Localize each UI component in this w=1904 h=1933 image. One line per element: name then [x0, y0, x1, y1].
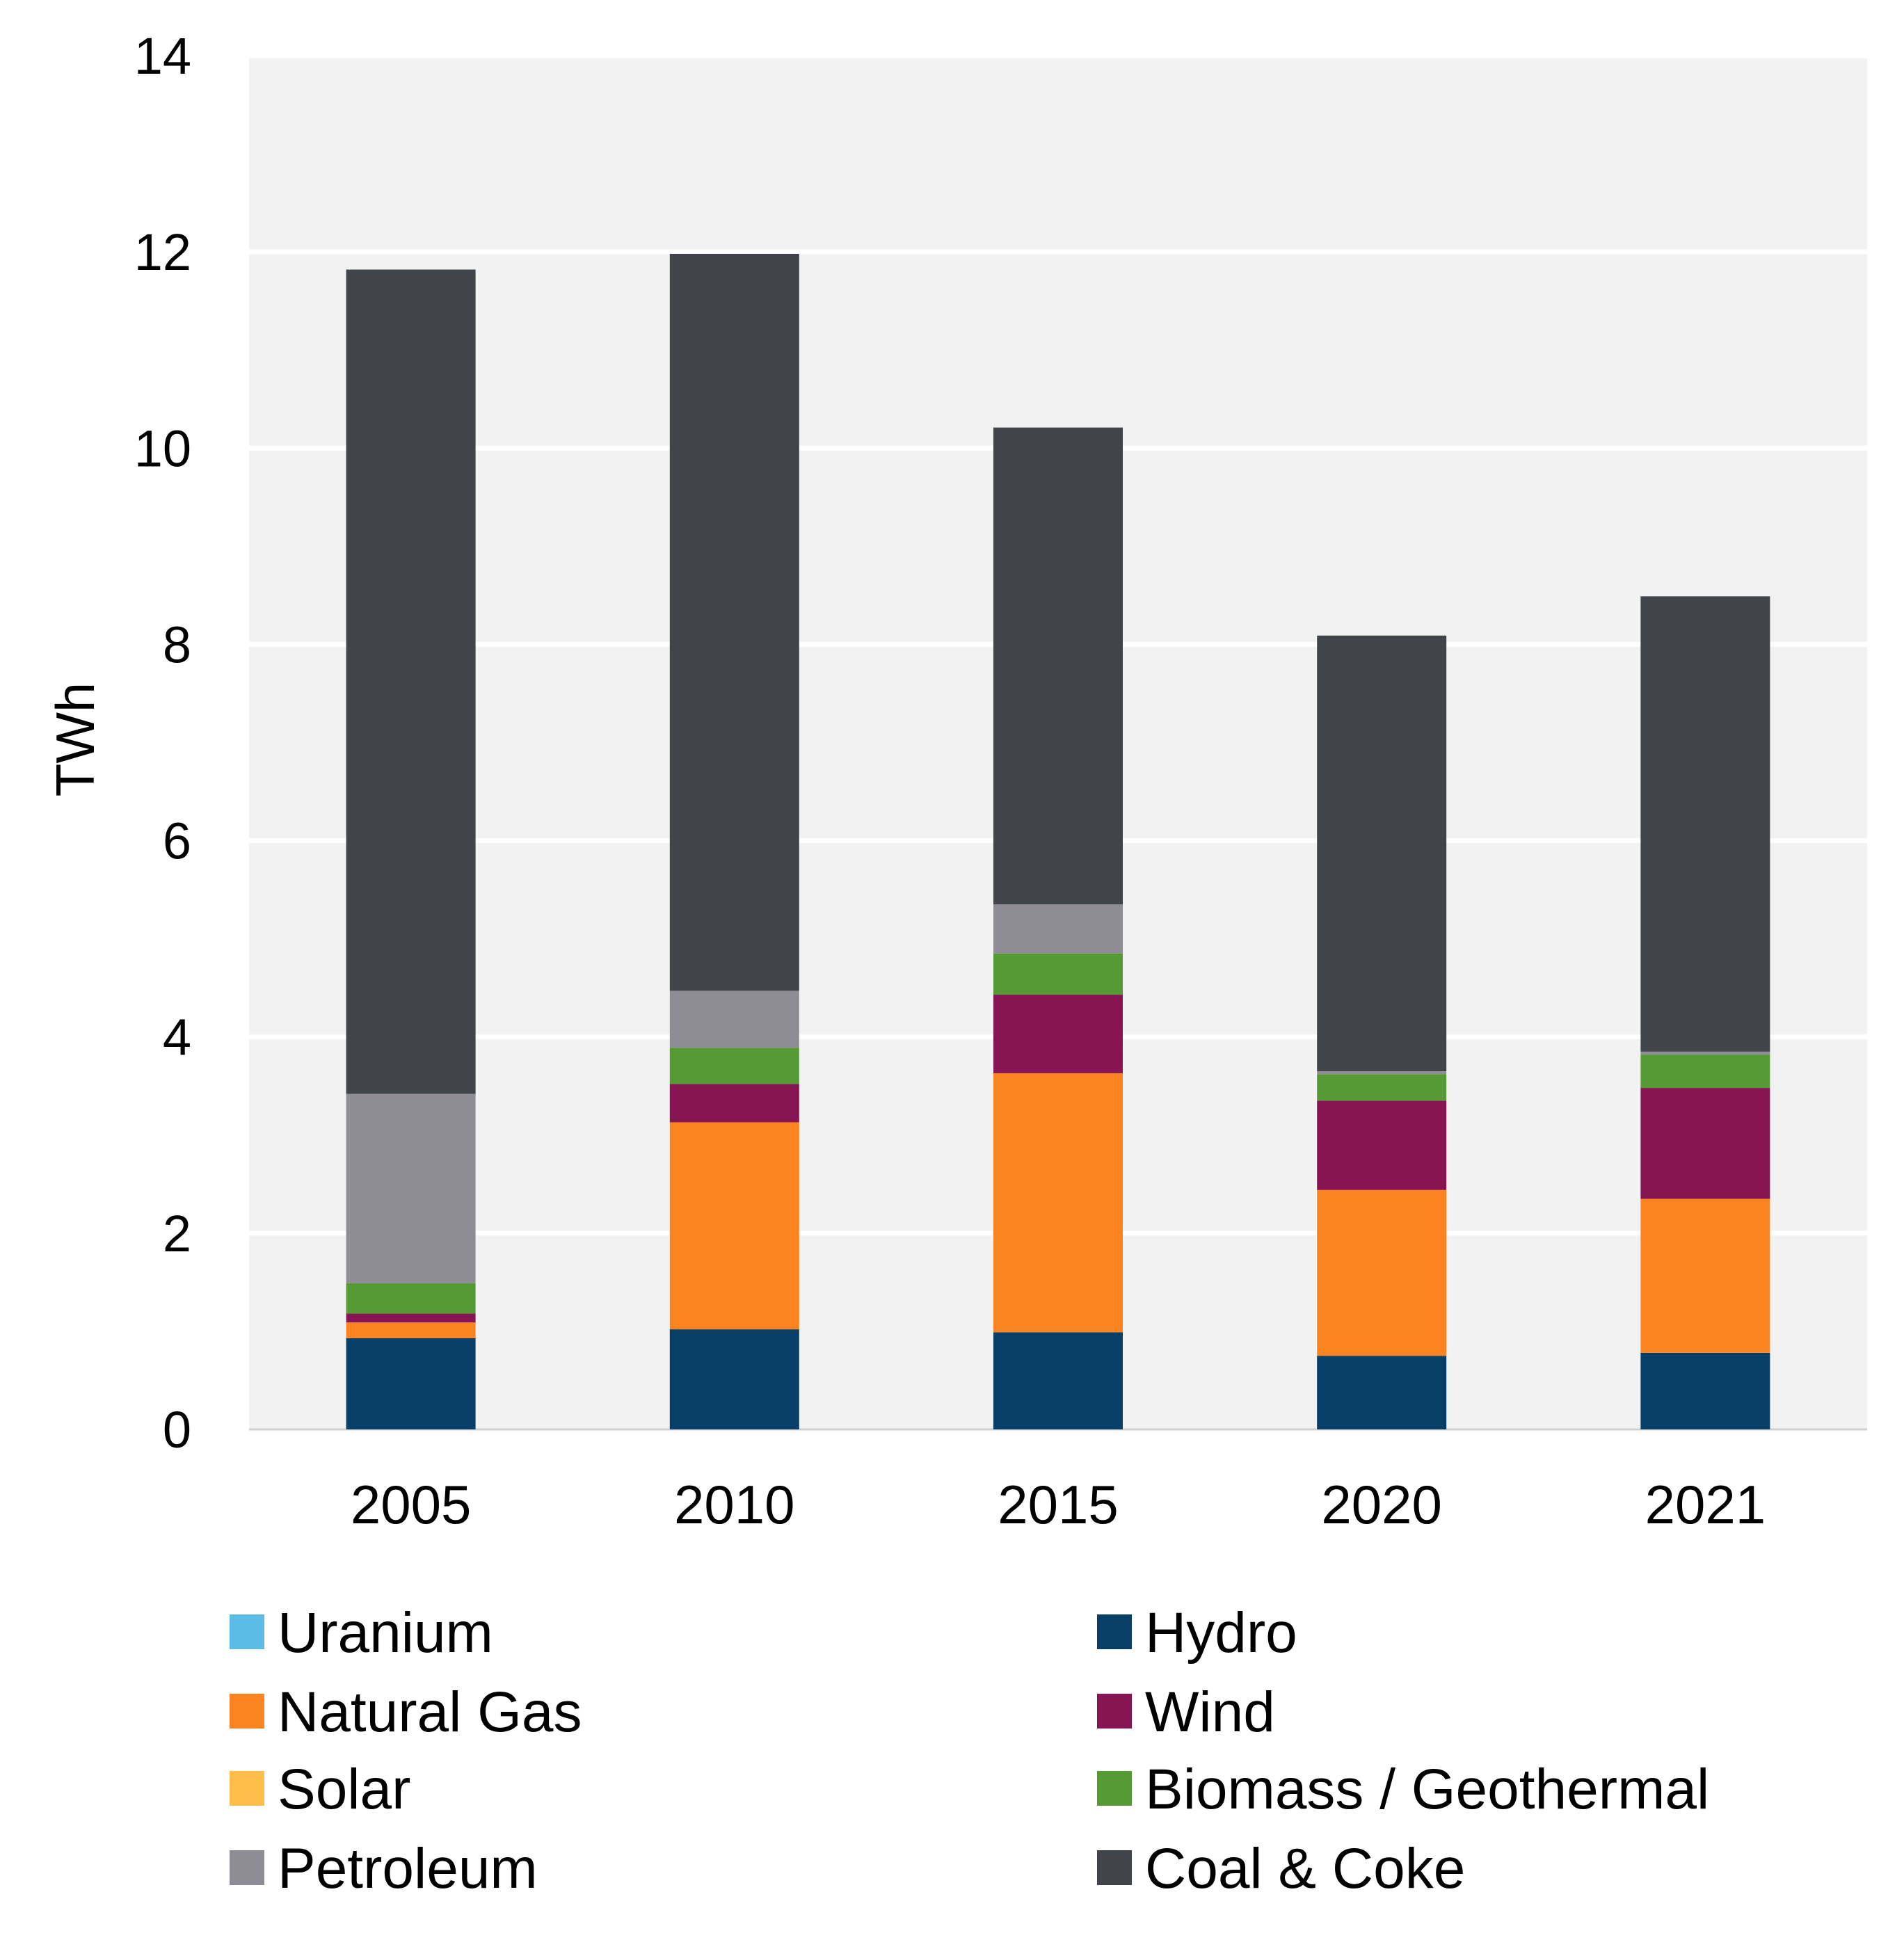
bar-segment-biomass-geothermal-2020 — [1317, 1074, 1447, 1101]
bar-segment-natural-gas-2010 — [669, 1122, 799, 1330]
legend-item: Solar — [230, 1758, 410, 1821]
legend-label: Solar — [278, 1758, 410, 1821]
bar-segment-coal-coke-2020 — [1317, 635, 1447, 1072]
legend-swatch — [230, 1850, 264, 1885]
bar-segment-petroleum-2015 — [993, 904, 1123, 954]
bar-segment-coal-coke-2010 — [669, 253, 799, 991]
bar-segment-biomass-geothermal-2021 — [1640, 1054, 1770, 1089]
bar-segment-petroleum-2020 — [1317, 1071, 1447, 1075]
y-tick-label: 14 — [134, 27, 191, 85]
bar-segment-wind-2020 — [1317, 1100, 1447, 1190]
bar-segment-hydro-2010 — [669, 1329, 799, 1429]
bar-segment-biomass-geothermal-2010 — [669, 1048, 799, 1084]
bar-segment-biomass-geothermal-2005 — [346, 1283, 476, 1314]
y-tick-label: 0 — [163, 1401, 191, 1459]
y-tick-label: 4 — [163, 1009, 191, 1066]
x-tick-label: 2021 — [1645, 1474, 1766, 1535]
bar-segment-coal-coke-2005 — [346, 269, 476, 1094]
bar-segment-hydro-2021 — [1640, 1352, 1770, 1429]
legend-swatch — [230, 1614, 264, 1649]
legend-swatch — [230, 1694, 264, 1729]
bar-segment-wind-2021 — [1640, 1088, 1770, 1199]
legend-item: Coal & Coke — [1097, 1837, 1465, 1900]
legend-item: Natural Gas — [230, 1681, 582, 1744]
bar-segment-coal-coke-2021 — [1640, 596, 1770, 1052]
legend-item: Uranium — [230, 1601, 493, 1665]
bar-segment-hydro-2015 — [993, 1332, 1123, 1429]
bar-segment-natural-gas-2005 — [346, 1322, 476, 1338]
bar-segment-petroleum-2010 — [669, 990, 799, 1048]
y-tick-label: 12 — [134, 223, 191, 281]
legend-label: Coal & Coke — [1145, 1837, 1465, 1900]
bar-segment-petroleum-2005 — [346, 1093, 476, 1283]
legend-label: Natural Gas — [278, 1681, 582, 1744]
legend-swatch — [1097, 1850, 1132, 1885]
y-tick-label: 10 — [134, 419, 191, 477]
legend-label: Petroleum — [278, 1837, 538, 1900]
legend-swatch — [230, 1771, 264, 1806]
bar-segment-biomass-geothermal-2015 — [993, 953, 1123, 995]
bar-segment-wind-2015 — [993, 995, 1123, 1073]
legend-label: Hydro — [1145, 1601, 1297, 1665]
legend-item: Biomass / Geothermal — [1097, 1758, 1709, 1821]
bar-segment-hydro-2005 — [346, 1338, 476, 1429]
legend-item: Petroleum — [230, 1837, 538, 1900]
bar-segment-petroleum-2021 — [1640, 1051, 1770, 1055]
legend-item: Hydro — [1097, 1601, 1297, 1665]
bar-segment-hydro-2020 — [1317, 1356, 1447, 1429]
legend-swatch — [1097, 1694, 1132, 1729]
bar-segment-wind-2005 — [346, 1313, 476, 1323]
y-tick-label: 8 — [163, 616, 191, 673]
y-tick-label: 6 — [163, 812, 191, 870]
bar-segment-natural-gas-2021 — [1640, 1198, 1770, 1353]
y-tick-label: 2 — [163, 1205, 191, 1262]
x-tick-label: 2020 — [1321, 1474, 1442, 1535]
x-tick-label: 2015 — [998, 1474, 1119, 1535]
legend-label: Biomass / Geothermal — [1145, 1758, 1709, 1821]
bar-segment-natural-gas-2020 — [1317, 1189, 1447, 1356]
legend-item: Wind — [1097, 1681, 1275, 1744]
bar-segment-natural-gas-2015 — [993, 1073, 1123, 1333]
legend-label: Uranium — [278, 1601, 493, 1665]
bar-segment-wind-2010 — [669, 1084, 799, 1123]
x-tick-label: 2005 — [351, 1474, 472, 1535]
legend-swatch — [1097, 1771, 1132, 1806]
legend-swatch — [1097, 1614, 1132, 1649]
bar-segment-coal-coke-2015 — [993, 427, 1123, 905]
x-tick-label: 2010 — [674, 1474, 795, 1535]
y-axis-label: TWh — [45, 682, 106, 797]
legend-label: Wind — [1145, 1681, 1275, 1744]
